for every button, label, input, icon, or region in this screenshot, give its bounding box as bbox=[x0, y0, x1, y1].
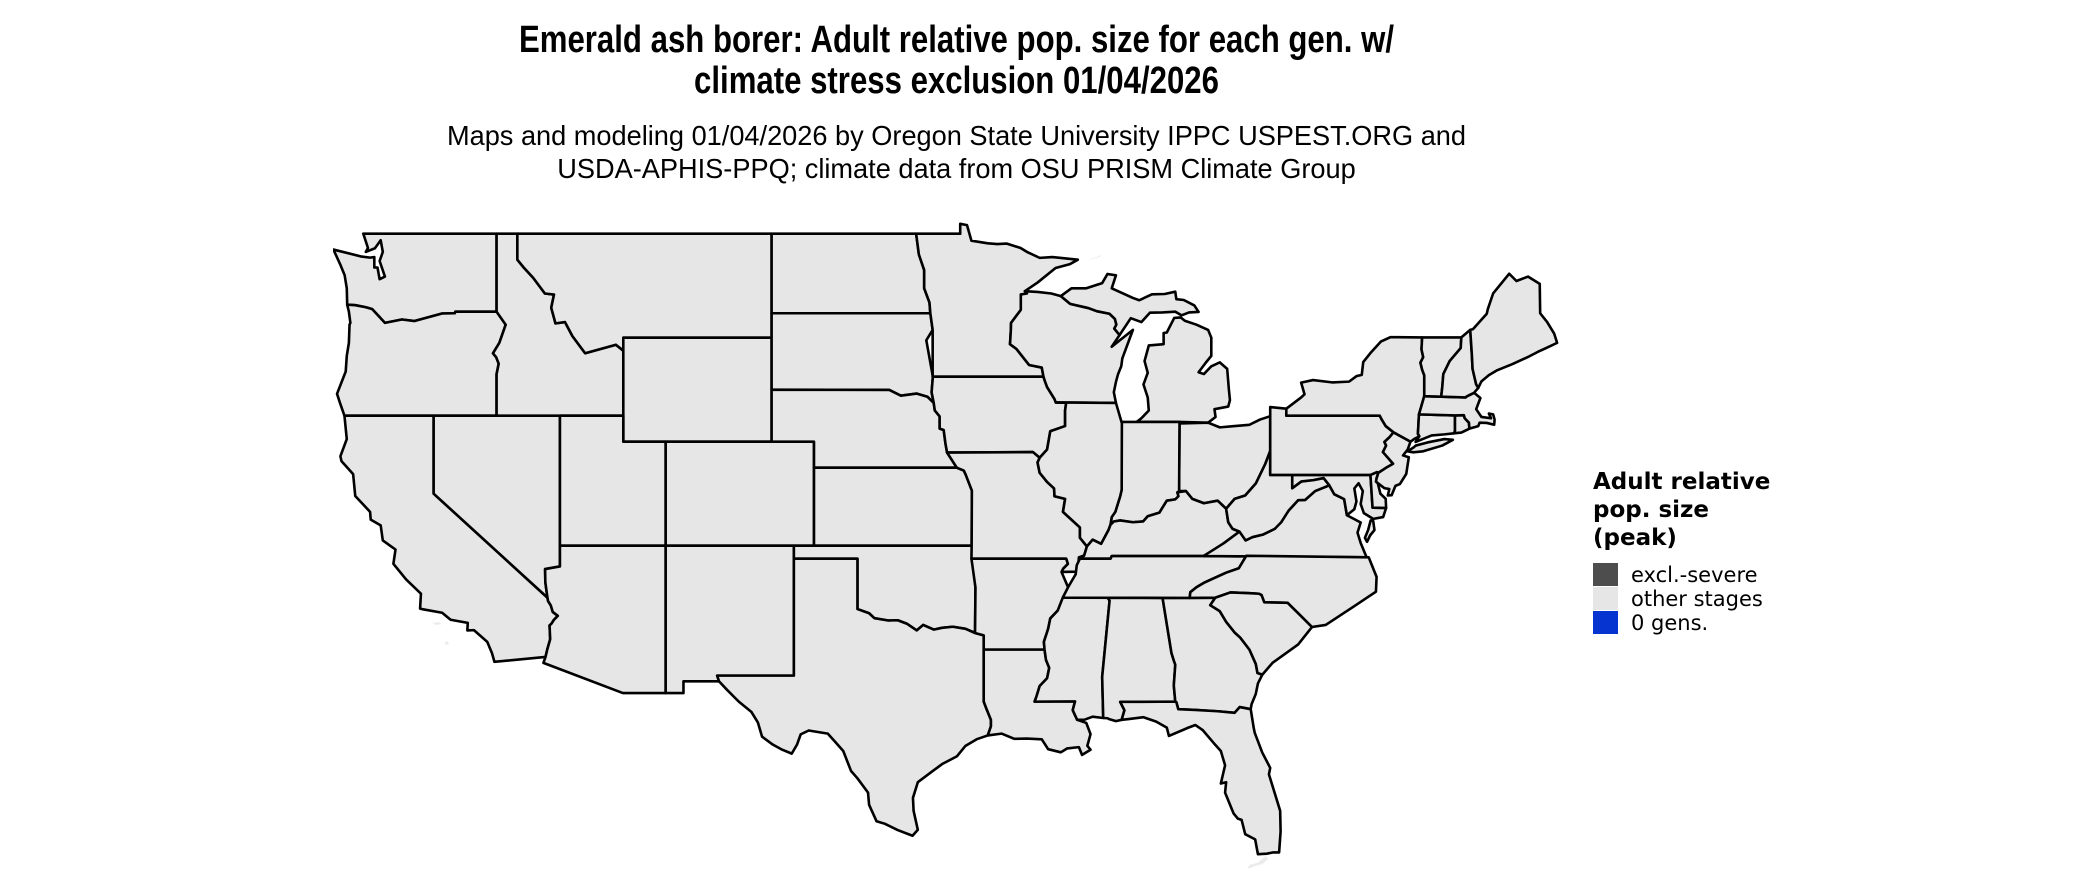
state-mi-up bbox=[1061, 274, 1199, 335]
state-sc bbox=[1210, 592, 1312, 674]
state-fl bbox=[1120, 702, 1280, 855]
legend-swatch bbox=[1593, 611, 1618, 634]
state-nm bbox=[666, 546, 794, 693]
map-title: Emerald ash borer: Adult relative pop. s… bbox=[445, 20, 1468, 102]
legend-item-label: excl.-severe bbox=[1631, 562, 1758, 587]
legend-swatch bbox=[1593, 587, 1618, 610]
map-subtitle: Maps and modeling 01/04/2026 by Oregon S… bbox=[352, 119, 1562, 185]
state-ct bbox=[1416, 414, 1455, 442]
state-md bbox=[1292, 475, 1386, 519]
state-il bbox=[1038, 402, 1122, 546]
island-florida-keys bbox=[1247, 856, 1269, 870]
legend-item: other stages bbox=[1593, 586, 1770, 611]
legend-title-line3: (peak) bbox=[1593, 525, 1677, 551]
state-tx bbox=[717, 559, 991, 836]
legend: Adult relative pop. size (peak) excl.-se… bbox=[1593, 468, 1770, 635]
legend-title-line1: Adult relative bbox=[1593, 469, 1771, 495]
legend-item: 0 gens. bbox=[1593, 610, 1770, 635]
state-va-shore bbox=[1365, 520, 1375, 541]
state-nd bbox=[772, 234, 931, 314]
state-wy bbox=[623, 338, 771, 442]
map-title-line2: climate stress exclusion 01/04/2026 bbox=[694, 60, 1219, 102]
state-me bbox=[1470, 274, 1557, 388]
legend-item-label: other stages bbox=[1631, 586, 1763, 611]
state-nj bbox=[1376, 432, 1411, 495]
map-subtitle-line1: Maps and modeling 01/04/2026 by Oregon S… bbox=[446, 120, 1467, 151]
state-or bbox=[337, 305, 506, 416]
state-co bbox=[666, 442, 814, 546]
state-pa bbox=[1270, 407, 1393, 475]
map-title-line1: Emerald ash borer: Adult relative pop. s… bbox=[518, 19, 1395, 61]
legend-items: excl.-severe other stages 0 gens. bbox=[1593, 562, 1770, 635]
state-ia bbox=[932, 377, 1067, 458]
island-isle-royale bbox=[1086, 254, 1104, 261]
legend-item: excl.-severe bbox=[1593, 562, 1770, 587]
us-map bbox=[333, 222, 1580, 881]
state-ny-li bbox=[1408, 439, 1453, 452]
state-wv bbox=[1226, 451, 1329, 540]
state-az bbox=[543, 546, 665, 693]
island-channel-islands-1 bbox=[432, 622, 443, 625]
legend-title-line2: pop. size bbox=[1593, 497, 1710, 523]
map-subtitle-line2: USDA-APHIS-PPQ; climate data from OSU PR… bbox=[557, 153, 1356, 184]
legend-item-label: 0 gens. bbox=[1631, 610, 1709, 635]
state-mi-lp bbox=[1137, 317, 1230, 422]
state-ks bbox=[814, 468, 972, 546]
island-channel-islands-2 bbox=[444, 641, 450, 645]
legend-swatch bbox=[1593, 563, 1618, 586]
legend-title: Adult relative pop. size (peak) bbox=[1593, 468, 1770, 552]
